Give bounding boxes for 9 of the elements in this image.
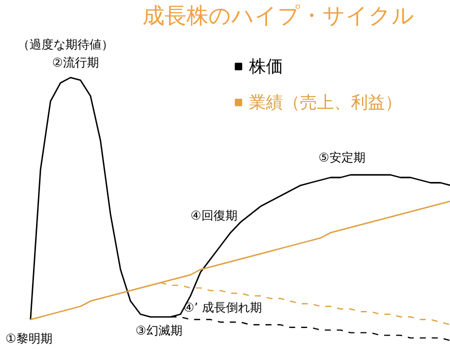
annotation: ④回復期 [190,208,238,222]
annotation: ⑤安定期 [318,150,366,164]
text: （過度な期待値） [18,38,114,52]
legend-label: 業績（売上、利益） [249,92,403,114]
legend-label: 株価 [249,56,284,78]
annotation: ①黎明期 [6,332,52,346]
annotation: ③幻滅期 [136,324,182,338]
chart-title: 成長株のハイプ・サイクル [142,4,414,29]
text: ②流行期 [52,56,99,70]
